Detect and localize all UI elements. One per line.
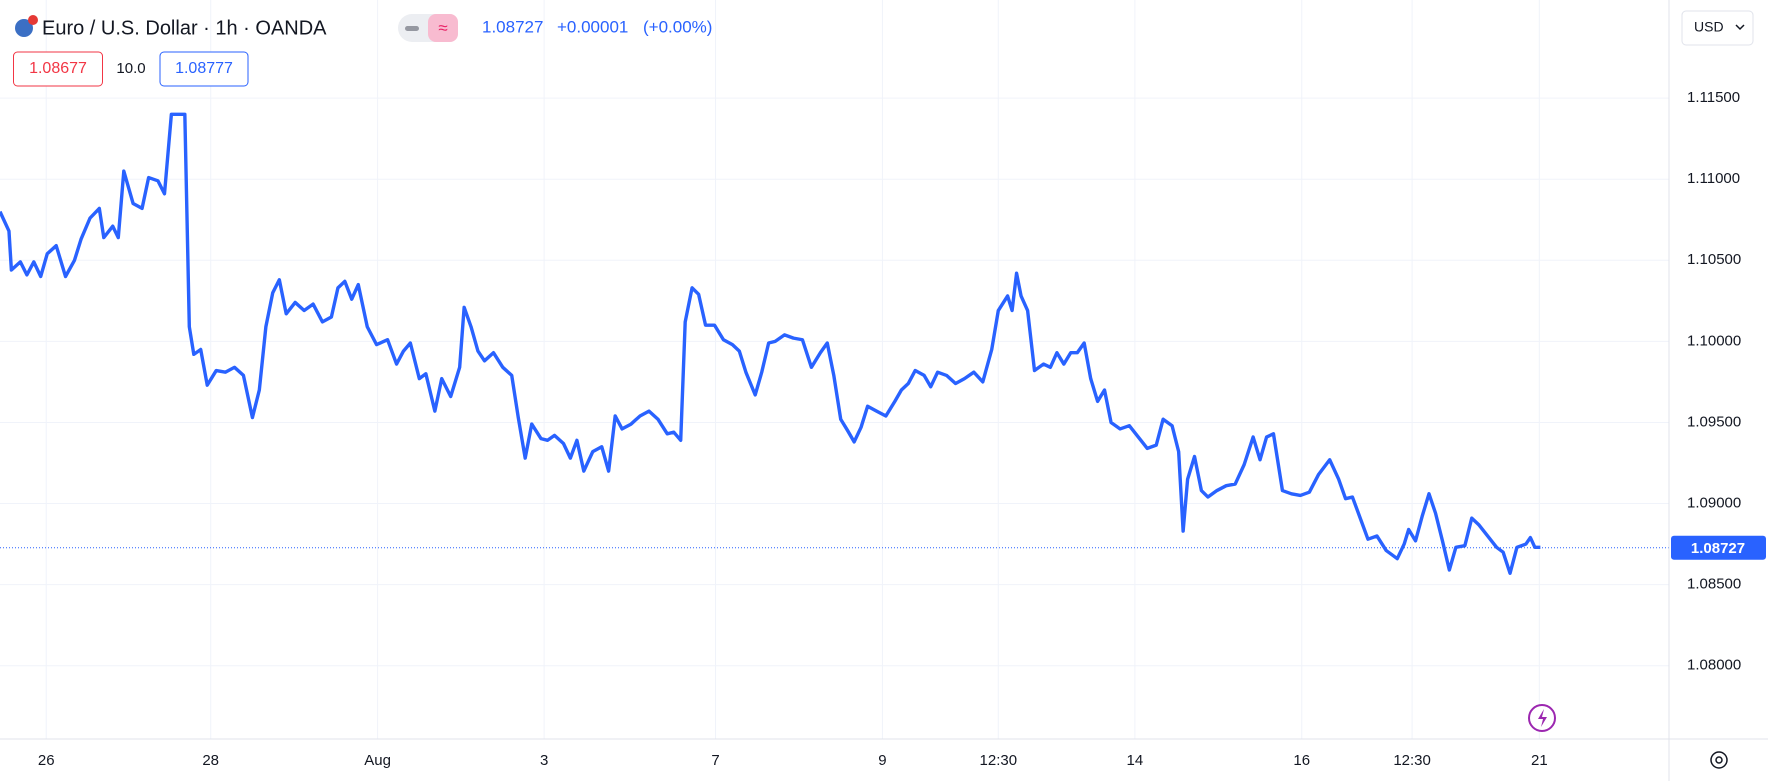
- change-pct: (+0.00%): [643, 17, 712, 36]
- x-tick-label: 26: [38, 752, 55, 769]
- alert-bolt: [1538, 709, 1547, 727]
- x-tick-label: 14: [1127, 752, 1144, 769]
- y-tick-label: 1.08500: [1687, 576, 1741, 593]
- x-tick-label: 12:30: [980, 752, 1018, 769]
- plot: [0, 112, 1669, 575]
- x-tick-label: Aug: [364, 752, 391, 769]
- symbol-icon[interactable]: [15, 19, 33, 37]
- y-tick-label: 1.11500: [1687, 89, 1740, 106]
- y-tick-label: 1.09000: [1687, 495, 1741, 512]
- x-tick-label: 16: [1293, 752, 1310, 769]
- currency-label[interactable]: USD: [1694, 19, 1724, 35]
- symbol-title[interactable]: Euro / U.S. Dollar · 1h · OANDA: [42, 17, 327, 39]
- spread: 10.0: [116, 60, 145, 77]
- y-tick-label: 1.10500: [1687, 251, 1741, 268]
- y-tick-label: 1.08000: [1687, 657, 1741, 674]
- flag-icon: [28, 15, 38, 25]
- last-price-badge: [1671, 535, 1766, 560]
- y-tick-label: 1.10000: [1687, 332, 1741, 349]
- sell-button[interactable]: [13, 51, 103, 87]
- x-tick-label: 21: [1531, 752, 1548, 769]
- last-price: 1.08727: [482, 17, 543, 36]
- change: +0.00001: [557, 17, 628, 36]
- toggle-icon: [405, 26, 419, 31]
- x-tick-label: 9: [878, 752, 886, 769]
- currency-button[interactable]: [1681, 10, 1754, 46]
- buy-price[interactable]: 1.08777: [175, 60, 233, 77]
- sell-price[interactable]: 1.08677: [29, 60, 87, 77]
- x-tick-label: 3: [540, 752, 548, 769]
- settings-icon-center: [1715, 756, 1723, 764]
- y-tick-label: 1.09500: [1687, 413, 1741, 430]
- x-tick-label: 7: [711, 752, 719, 769]
- x-tick-label: 28: [202, 752, 219, 769]
- price-line: [0, 112, 1541, 575]
- legend: Euro / U.S. Dollar · 1h · OANDA ≈ 1.0872…: [13, 14, 712, 87]
- y-tick-label: 1.11000: [1687, 170, 1740, 187]
- toggle-active: [428, 14, 458, 42]
- grid: [0, 0, 1669, 739]
- buy-button[interactable]: [159, 51, 249, 87]
- x-tick-label: 12:30: [1393, 752, 1431, 769]
- toggle-icon: ≈: [438, 18, 447, 37]
- last-price-label: 1.08727: [1691, 540, 1745, 557]
- dropdown-arrow: [1735, 24, 1745, 31]
- settings-icon[interactable]: [1710, 751, 1728, 769]
